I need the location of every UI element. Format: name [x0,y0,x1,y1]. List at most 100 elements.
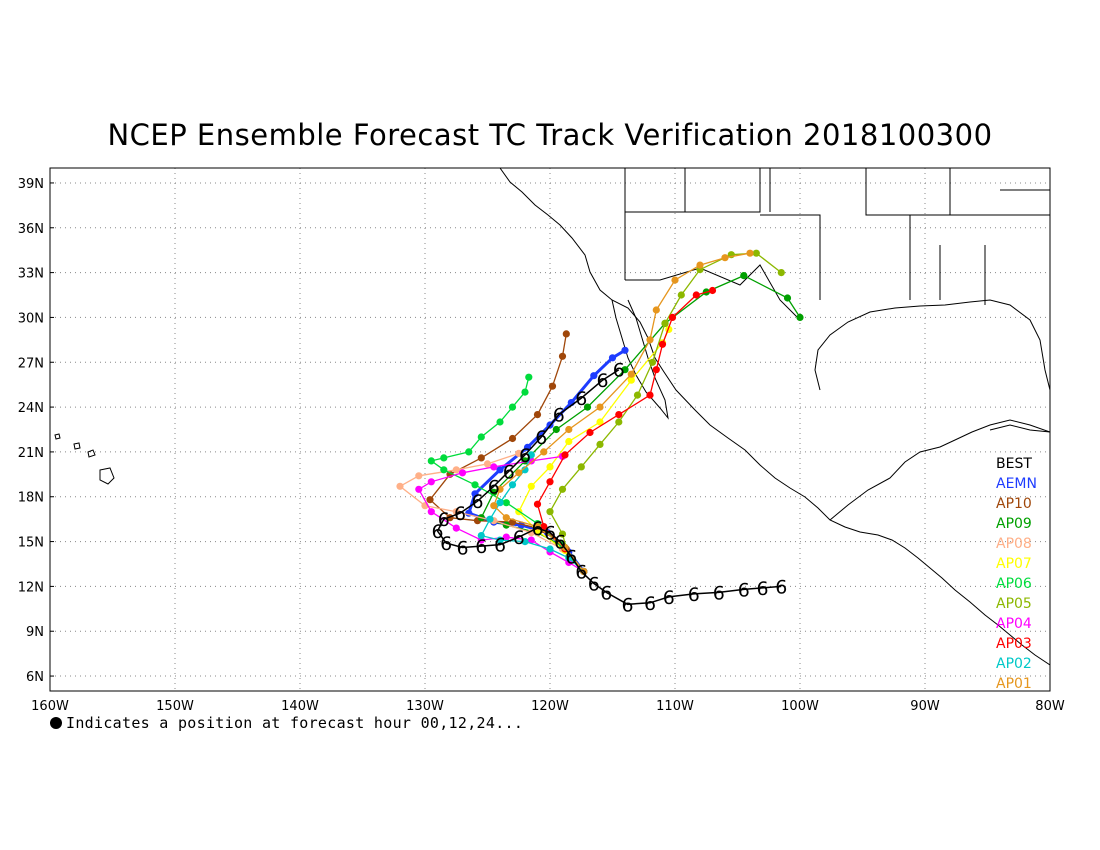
track-position-marker [427,478,435,486]
lat-tick-label: 18N [18,491,44,506]
track-position-marker [562,330,570,338]
track-position-marker [527,482,535,490]
track-position-marker [633,391,642,399]
hurricane-symbol-icon: 6 [575,388,587,410]
track-position-marker [752,249,760,257]
lat-tick-label: 30N [18,311,44,326]
hurricane-symbol-icon: 6 [494,535,506,557]
hurricane-symbol-icon: 6 [503,461,515,483]
track-position-marker [458,469,467,477]
hurricane-symbol-icon: 6 [554,532,566,554]
hurricane-symbol-icon: 6 [588,573,600,595]
track-ap08 [396,449,588,576]
hurricane-symbol-icon: 6 [688,584,700,606]
lat-tick-label: 24N [18,401,44,416]
legend-entry-ap02: AP02 [996,656,1032,672]
track-position-marker [721,254,729,262]
track-position-marker [533,411,542,419]
hurricane-symbol-icon: 6 [438,509,450,531]
lon-tick-label: 130W [406,699,444,714]
track-position-marker [577,463,585,471]
track-position-marker [583,403,592,411]
hurricane-symbol-icon: 6 [621,594,633,616]
track-position-marker [540,448,548,456]
track-position-marker [515,469,523,477]
lat-lon-gridlines [49,168,1051,691]
lat-tick-label: 6N [26,670,44,685]
track-position-marker [608,354,617,362]
legend-entry-ap01: AP01 [996,676,1032,692]
track-position-marker [652,306,660,314]
track-position-marker [658,340,667,348]
track-position-marker [652,366,660,374]
track-position-marker [546,463,554,471]
state-border [760,214,821,300]
legend-entry-ap09: AP09 [996,516,1032,532]
track-position-marker [783,294,792,302]
lat-tick-label: 27N [18,356,44,371]
track-ap03 [533,286,717,576]
track-position-marker [452,466,460,474]
track-line [549,252,782,572]
lon-tick-label: 110W [656,699,694,714]
track-position-marker [615,411,623,419]
track-position-marker [621,366,629,374]
track-position-marker [552,425,560,434]
track-position-marker [426,496,434,504]
legend-entry-ap07: AP07 [996,556,1032,572]
track-position-marker [546,478,554,486]
track-position-marker [546,508,554,516]
lon-tick-label: 90W [910,699,940,714]
track-position-marker [668,313,677,321]
track-position-marker [396,482,404,490]
legend-entry-ap06: AP06 [996,576,1032,592]
track-position-marker [696,261,704,269]
hurricane-symbol-icon: 6 [613,360,625,382]
track-position-marker [558,485,567,493]
track-position-marker [596,403,604,411]
baja-california [611,299,669,420]
track-position-marker [527,536,535,544]
hurricane-symbol-icon: 6 [456,538,468,560]
track-position-marker [596,418,604,426]
state-border [865,168,1050,216]
track-position-marker [615,418,623,426]
hawaii-oahu [73,442,81,450]
track-position-marker [671,276,679,284]
track-position-marker [490,502,498,510]
track-line [536,289,713,572]
track-position-marker [525,373,533,381]
track-position-marker [548,382,557,390]
track-position-marker [565,437,573,446]
hurricane-symbol-icon: 6 [454,503,466,525]
track-position-marker [477,454,485,462]
track-position-marker [508,403,517,411]
track-position-marker [486,515,494,523]
track-position-marker [596,440,604,448]
track-position-marker [496,466,504,474]
track-position-marker [740,272,748,280]
hurricane-symbol-icon: 6 [738,579,750,601]
track-position-marker [452,524,460,532]
lat-tick-label: 15N [18,536,44,551]
hawaii-maui [87,449,96,458]
legend-entry-best: BEST [996,456,1032,472]
track-position-marker [661,319,669,327]
hurricane-symbol-icon: 6 [663,587,675,609]
legend-entry-aemn: AEMN [996,476,1037,492]
track-position-marker [546,545,554,553]
lat-tick-label: 33N [18,267,44,282]
hurricane-symbol-icon: 6 [756,578,768,600]
hurricane-symbol-icon: 6 [513,527,525,549]
lat-tick-label: 9N [26,625,44,640]
track-position-marker [427,508,435,516]
track-position-marker [465,448,473,456]
pacific-coastline [499,168,1050,666]
track-position-marker [627,370,635,378]
track-position-marker [471,490,479,498]
track-position-marker [521,388,529,396]
track-position-marker [440,454,448,462]
track-position-marker [502,514,510,522]
lon-tick-label: 150W [156,699,194,714]
